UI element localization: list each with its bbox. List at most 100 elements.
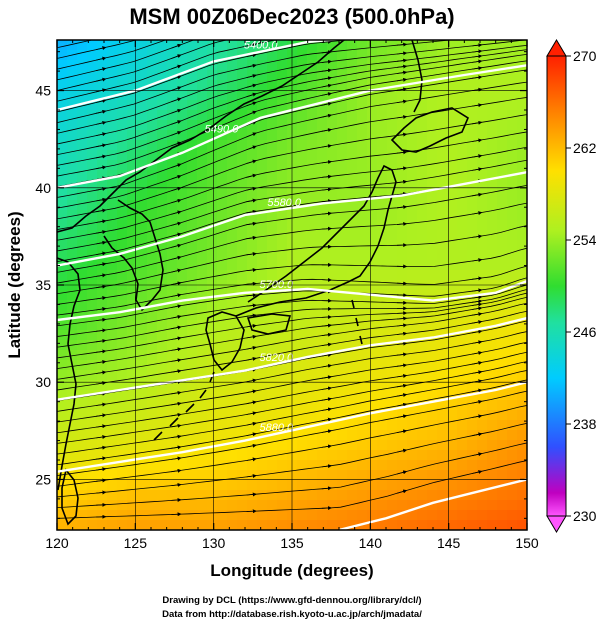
heat-cell xyxy=(347,170,358,181)
heat-cell xyxy=(77,250,88,261)
heat-cell xyxy=(237,320,248,331)
heat-cell xyxy=(137,400,148,411)
heat-cell xyxy=(477,250,488,261)
wind-arrow xyxy=(96,46,107,51)
heat-cell xyxy=(377,380,388,391)
heat-cell xyxy=(317,140,328,151)
heat-cell xyxy=(97,300,108,311)
heat-cell xyxy=(387,100,398,111)
heat-cell xyxy=(347,510,358,521)
heat-cell xyxy=(467,70,478,81)
heat-cell xyxy=(217,390,228,401)
heat-cell xyxy=(137,190,148,201)
heat-cell xyxy=(247,210,258,221)
heat-cell xyxy=(57,80,68,91)
wind-arrow xyxy=(396,393,408,398)
heat-cell xyxy=(237,70,248,81)
heat-cell xyxy=(367,510,378,521)
heat-cell xyxy=(407,340,418,351)
wind-arrow xyxy=(321,444,332,449)
heat-cell xyxy=(107,480,118,491)
heat-cell xyxy=(197,320,208,331)
heat-cell xyxy=(317,250,328,261)
heat-cell xyxy=(357,490,368,501)
heat-cell xyxy=(347,400,358,411)
heat-cell xyxy=(107,130,118,141)
heat-cell xyxy=(357,430,368,441)
heat-cell xyxy=(387,140,398,151)
heat-cell xyxy=(447,120,458,131)
heat-cell xyxy=(247,100,258,111)
heat-cell xyxy=(337,490,348,501)
heat-cell xyxy=(507,260,518,271)
heat-cell xyxy=(107,470,118,481)
heat-cell xyxy=(247,380,258,391)
heat-cell xyxy=(187,520,198,530)
heat-cell xyxy=(277,190,288,201)
heat-cell xyxy=(317,390,328,401)
heat-cell xyxy=(237,60,248,71)
heat-cell xyxy=(297,510,308,521)
heat-cell xyxy=(477,210,488,221)
heat-cell xyxy=(407,330,418,341)
heat-cell xyxy=(517,430,527,441)
heat-cell xyxy=(277,100,288,111)
heat-cell xyxy=(317,360,328,371)
heat-cell xyxy=(137,90,148,101)
heat-cell xyxy=(367,140,378,151)
heat-cell xyxy=(407,480,418,491)
heat-cell xyxy=(317,510,328,521)
heat-cell xyxy=(207,400,218,411)
heat-cell xyxy=(107,110,118,121)
heat-cell xyxy=(407,420,418,431)
contour-label: 5400.0 xyxy=(244,40,279,52)
heat-cell xyxy=(447,420,458,431)
wind-arrow xyxy=(321,363,332,368)
wind-arrow xyxy=(171,221,182,226)
wind-arrow xyxy=(472,59,483,64)
heat-cell xyxy=(307,300,318,311)
heat-cell xyxy=(367,40,378,51)
wind-arrow xyxy=(171,35,180,38)
heat-cell xyxy=(97,450,108,461)
heat-cell xyxy=(467,40,478,51)
heat-cell xyxy=(157,40,168,51)
heat-cell xyxy=(257,520,268,530)
heat-cell xyxy=(67,210,78,221)
heat-cell xyxy=(67,70,78,81)
heat-cell xyxy=(237,240,248,251)
heat-cell xyxy=(167,390,178,401)
wind-arrow xyxy=(171,210,182,215)
wind-arrow xyxy=(96,402,107,407)
heat-cell xyxy=(497,70,508,81)
heat-cell xyxy=(427,150,438,161)
heat-cell xyxy=(497,460,508,471)
wind-arrow xyxy=(171,401,182,406)
heat-cell xyxy=(237,480,248,491)
heat-cell xyxy=(517,190,527,201)
heat-cell xyxy=(257,100,268,111)
heat-cell xyxy=(357,90,368,101)
heat-cell xyxy=(97,240,108,251)
wind-arrow xyxy=(321,332,332,337)
heat-cell xyxy=(227,140,238,151)
heat-cell xyxy=(367,130,378,141)
heat-cell xyxy=(317,190,328,201)
heat-cell xyxy=(437,150,448,161)
heat-cell xyxy=(507,420,518,431)
heat-cell xyxy=(117,420,128,431)
heat-cell xyxy=(197,50,208,61)
heat-cell xyxy=(327,150,338,161)
heat-cell xyxy=(487,90,498,101)
heat-cell xyxy=(127,120,138,131)
heat-cell xyxy=(167,350,178,361)
heat-cell xyxy=(407,150,418,161)
heat-cell xyxy=(167,520,178,530)
heat-cell xyxy=(307,170,318,181)
heat-cell xyxy=(447,160,458,171)
heat-cell xyxy=(277,170,288,181)
heat-cell xyxy=(117,460,128,471)
heat-cell xyxy=(167,60,178,71)
heat-cell xyxy=(427,350,438,361)
heat-cell xyxy=(267,70,278,81)
